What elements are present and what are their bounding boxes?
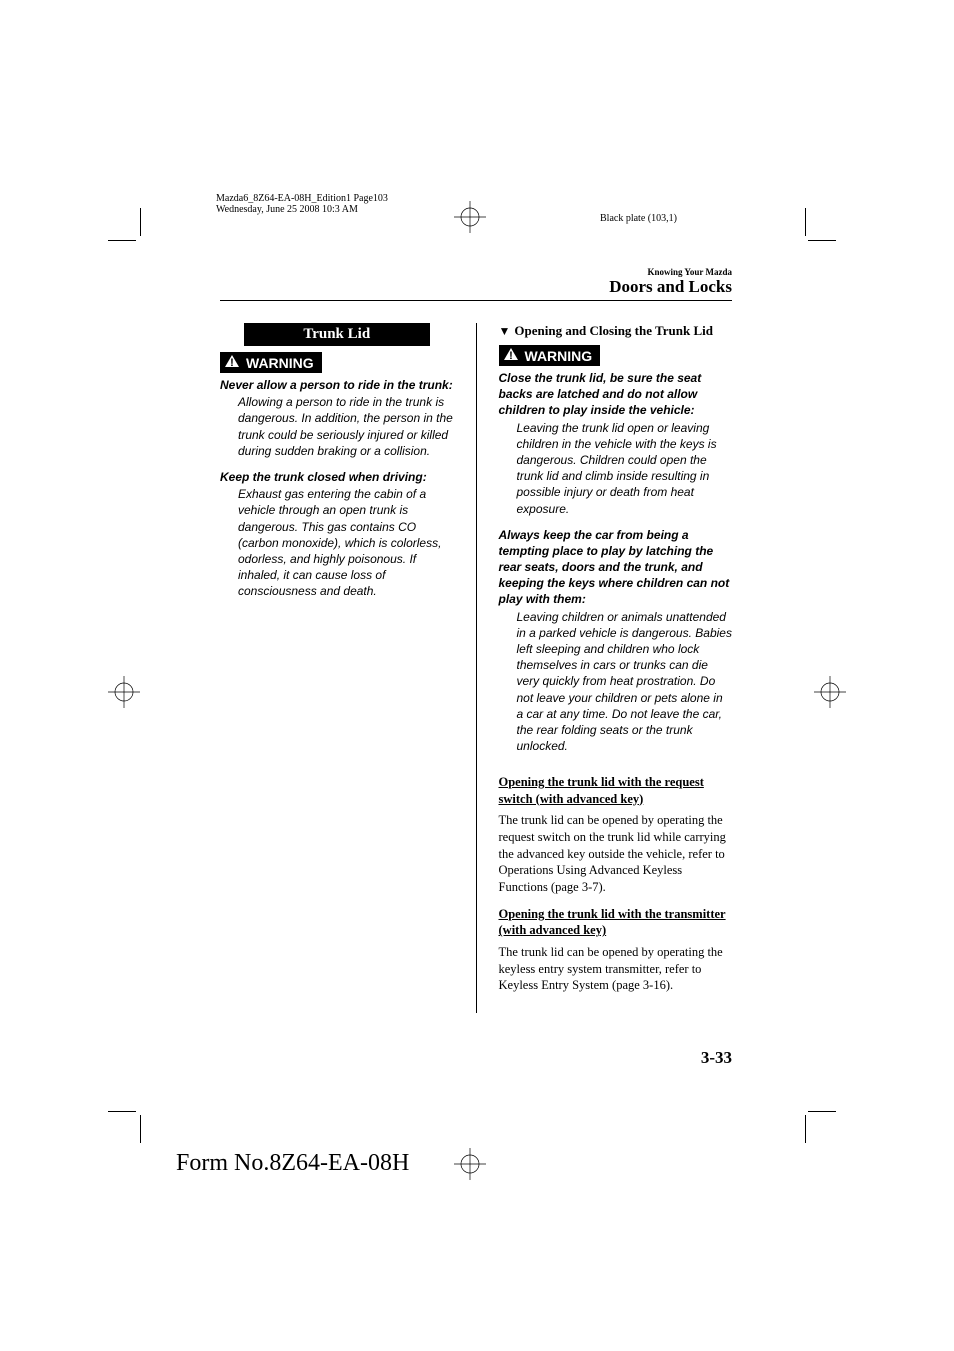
warning-box: ! WARNING Close the trunk lid, be sure t… [499, 345, 733, 768]
registration-mark-icon [814, 676, 846, 713]
warning-triangle-icon: ! [503, 347, 519, 364]
crop-mark [808, 240, 836, 241]
warning-header: ! WARNING [499, 345, 601, 366]
page-header: Knowing Your Mazda Doors and Locks [220, 267, 732, 297]
crop-mark [140, 1115, 141, 1143]
header-divider [220, 300, 732, 301]
down-triangle-icon: ▼ [499, 324, 511, 339]
warning-bold-1: Close the trunk lid, be sure the seat ba… [499, 370, 733, 419]
meta-line-1: Mazda6_8Z64-EA-08H_Edition1 Page103 [216, 193, 388, 204]
subsection-title: Opening and Closing the Trunk Lid [514, 323, 713, 339]
crop-mark [108, 240, 136, 241]
registration-mark-icon [454, 201, 486, 238]
warning-triangle-icon: ! [224, 354, 240, 371]
warning-body-1: Leaving the trunk lid open or leaving ch… [517, 420, 733, 517]
warning-bold-1: Never allow a person to ride in the trun… [220, 377, 454, 393]
crop-mark [140, 208, 141, 236]
svg-text:!: ! [509, 350, 513, 361]
column-divider [476, 323, 477, 1013]
crop-mark [808, 1111, 836, 1112]
two-column-layout: Trunk Lid ! WARNING Never allow a person… [220, 323, 732, 1013]
warning-header: ! WARNING [220, 352, 322, 373]
page-container: Mazda6_8Z64-EA-08H_Edition1 Page103 Wedn… [0, 0, 954, 1351]
warning-body-1: Allowing a person to ride in the trunk i… [238, 394, 454, 459]
section-body-1: The trunk lid can be opened by operating… [499, 812, 733, 896]
subsection-header: ▼ Opening and Closing the Trunk Lid [499, 323, 733, 339]
left-column: Trunk Lid ! WARNING Never allow a person… [220, 323, 454, 1013]
crop-mark [108, 1111, 136, 1112]
header-large-text: Doors and Locks [220, 277, 732, 297]
warning-content: Close the trunk lid, be sure the seat ba… [499, 366, 733, 768]
warning-body-2: Exhaust gas entering the cabin of a vehi… [238, 486, 454, 599]
warning-box: ! WARNING Never allow a person to ride i… [220, 352, 454, 613]
page-number: 3-33 [701, 1048, 732, 1068]
registration-mark-icon [454, 1148, 486, 1185]
page-content: Knowing Your Mazda Doors and Locks Trunk… [220, 267, 732, 1013]
form-number: Form No.8Z64-EA-08H [176, 1150, 409, 1177]
crop-mark [805, 208, 806, 236]
warning-bold-2: Always keep the car from being a temptin… [499, 527, 733, 608]
meta-line-2: Wednesday, June 25 2008 10:3 AM [216, 204, 388, 215]
warning-label: WARNING [525, 348, 593, 364]
black-plate-label: Black plate (103,1) [600, 213, 677, 224]
registration-mark-icon [108, 676, 140, 713]
header-small-text: Knowing Your Mazda [220, 267, 732, 277]
section-title: Trunk Lid [244, 323, 430, 346]
document-meta-header: Mazda6_8Z64-EA-08H_Edition1 Page103 Wedn… [216, 193, 388, 215]
warning-body-2: Leaving children or animals unattended i… [517, 609, 733, 755]
warning-content: Never allow a person to ride in the trun… [220, 373, 454, 613]
right-column: ▼ Opening and Closing the Trunk Lid ! WA… [499, 323, 733, 1013]
crop-mark [805, 1115, 806, 1143]
section-heading-1: Opening the trunk lid with the request s… [499, 774, 733, 807]
warning-label: WARNING [246, 355, 314, 371]
section-heading-2: Opening the trunk lid with the transmitt… [499, 906, 733, 939]
warning-bold-2: Keep the trunk closed when driving: [220, 469, 454, 485]
section-body-2: The trunk lid can be opened by operating… [499, 944, 733, 995]
svg-text:!: ! [230, 357, 234, 368]
